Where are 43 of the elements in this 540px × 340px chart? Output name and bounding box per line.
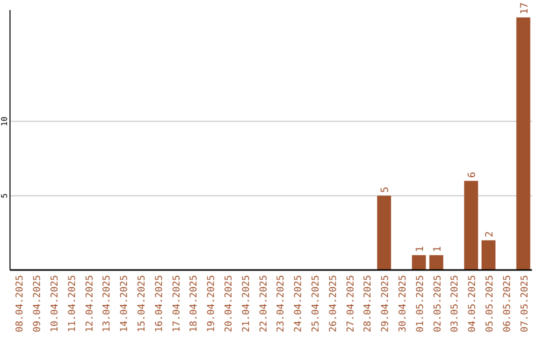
data-label: 2 [484,231,496,238]
x-tick-label: 01.05.2025 [414,275,426,332]
x-tick-label: 29.04.2025 [380,275,392,332]
x-tick-label: 17.04.2025 [171,275,182,332]
data-label: 5 [380,186,392,193]
bar [412,255,426,270]
x-tick-label: 20.04.2025 [224,275,234,332]
x-tick-label: 07.05.2025 [519,275,530,332]
x-tick-label: 09.04.2025 [32,275,44,332]
data-label: 1 [432,246,444,252]
x-tick-label: 19.04.2025 [206,275,218,332]
x-tick-label: 21.04.2025 [240,275,252,332]
x-tick-label: 22.04.2025 [258,275,270,332]
x-tick-label: 24.04.2025 [293,275,304,332]
x-tick-label: 30.04.2025 [398,275,408,332]
x-tick-label: 25.04.2025 [310,275,322,332]
x-tick-label: 03.05.2025 [450,275,461,332]
data-label: 17 [519,2,530,14]
x-tick-label: 27.04.2025 [345,275,356,332]
bar [482,240,496,270]
x-tick-label: 05.05.2025 [484,275,496,332]
bar [377,196,392,270]
x-tick-label: 08.04.2025 [14,275,26,332]
x-tick-label: 28.04.2025 [362,275,374,332]
x-tick-label: 06.05.2025 [502,275,513,332]
x-tick-label: 12.04.2025 [84,275,96,332]
x-tick-label: 04.05.2025 [467,275,478,332]
x-tick-label: 18.04.2025 [188,275,200,332]
x-tick-label: 13.04.2025 [102,275,113,332]
x-tick-label: 15.04.2025 [136,275,148,332]
y-tick-label: 10 [0,116,9,126]
data-label: 1 [414,246,426,252]
x-tick-label: 11.04.2025 [66,275,78,332]
bar [516,17,530,270]
x-tick-label: 02.05.2025 [432,275,444,332]
x-tick-label: 10.04.2025 [50,275,60,332]
x-tick-label: 16.04.2025 [154,275,165,332]
x-tick-label: 14.04.2025 [119,275,130,332]
data-label: 6 [467,172,478,178]
bar [464,180,478,270]
bar [429,255,444,270]
x-tick-label: 26.04.2025 [328,275,339,332]
x-tick-label: 23.04.2025 [276,275,287,332]
